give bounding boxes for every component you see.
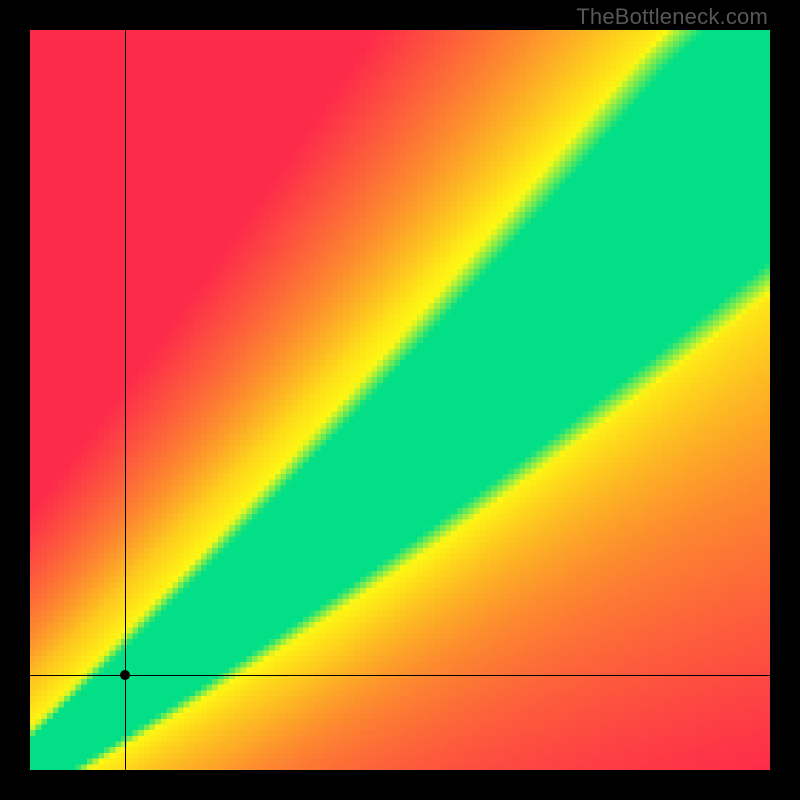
chart-container: TheBottleneck.com: [0, 0, 800, 800]
crosshair-horizontal: [30, 675, 770, 676]
crosshair-vertical: [125, 30, 126, 770]
heatmap-canvas: [30, 30, 770, 770]
plot-area: [30, 30, 770, 770]
watermark-text: TheBottleneck.com: [576, 4, 768, 30]
crosshair-marker: [120, 670, 130, 680]
